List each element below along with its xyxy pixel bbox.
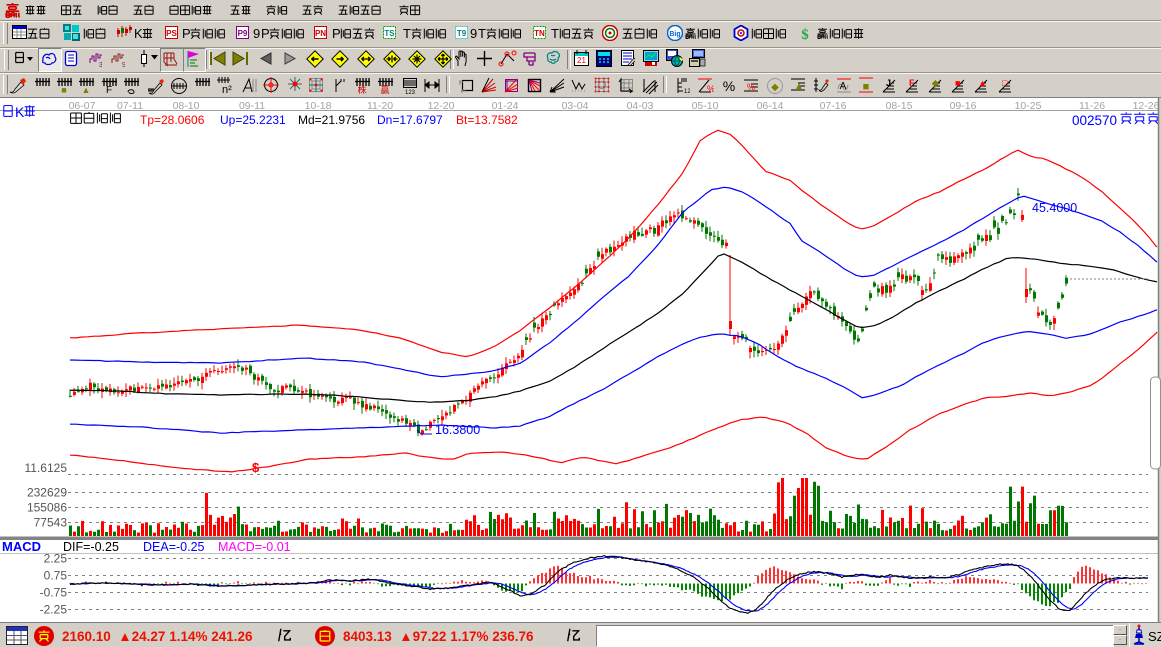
svg-text:11.6125: 11.6125 [25, 461, 68, 475]
svg-text:P: P [261, 26, 270, 41]
svg-text:K: K [134, 26, 143, 41]
svg-text:Tp=28.0606: Tp=28.0606 [140, 113, 205, 127]
svg-text:PS: PS [166, 29, 177, 38]
svg-text:P: P [182, 26, 191, 41]
svg-text:n²: n² [222, 84, 232, 95]
svg-text:Big: Big [669, 31, 680, 38]
svg-text:3: 3 [99, 62, 102, 67]
svg-text:DEA=-0.25: DEA=-0.25 [143, 540, 205, 554]
svg-text:16.3800: 16.3800 [435, 423, 480, 437]
svg-text:123: 123 [684, 89, 690, 95]
svg-text:0.75: 0.75 [44, 569, 68, 583]
svg-text:T: T [551, 26, 559, 41]
svg-text:A: A [840, 81, 847, 92]
svg-text:10-18: 10-18 [305, 100, 332, 112]
svg-text:%: % [723, 78, 735, 94]
svg-text:11-20: 11-20 [367, 100, 393, 112]
svg-text:■: ■ [863, 81, 870, 93]
svg-text:DIF=-0.25: DIF=-0.25 [63, 540, 119, 554]
svg-text:J: J [886, 78, 891, 88]
svg-text:▲: ▲ [794, 81, 804, 92]
svg-text:Bt=13.7582: Bt=13.7582 [456, 113, 518, 127]
svg-text:PN: PN [315, 29, 326, 38]
svg-text:◆: ◆ [771, 82, 779, 93]
svg-text:MACD: MACD [2, 539, 41, 554]
svg-text:TN: TN [534, 29, 545, 38]
svg-text:□: □ [1002, 78, 1008, 88]
svg-text:123: 123 [405, 90, 416, 95]
svg-text:T: T [403, 26, 411, 41]
svg-text:06-07: 06-07 [69, 100, 96, 112]
svg-text:9: 9 [122, 62, 125, 67]
svg-text:株: 株 [357, 84, 366, 95]
svg-text:002570: 002570 [1072, 113, 1117, 128]
svg-text:T: T [478, 26, 486, 41]
svg-text:06-14: 06-14 [757, 100, 784, 112]
svg-text:04-03: 04-03 [627, 100, 654, 112]
svg-text:-2.25: -2.25 [40, 603, 68, 617]
svg-text:05-10: 05-10 [692, 100, 719, 112]
svg-text:◆: ◆ [931, 78, 940, 88]
svg-text:■: ■ [955, 78, 960, 88]
svg-text:155086: 155086 [27, 501, 67, 515]
svg-text:12-26: 12-26 [1133, 100, 1160, 112]
svg-text:%: % [707, 84, 714, 94]
svg-text:08-15: 08-15 [886, 100, 913, 112]
svg-text:▲: ▲ [978, 78, 987, 88]
svg-text:09-16: 09-16 [950, 100, 977, 112]
svg-text:Up=25.2231: Up=25.2231 [220, 113, 286, 127]
svg-text:Md=21.9756: Md=21.9756 [298, 113, 365, 127]
svg-text:MACD=-0.01: MACD=-0.01 [218, 540, 291, 554]
svg-text:10-25: 10-25 [1015, 100, 1042, 112]
svg-text:77543: 77543 [34, 516, 68, 530]
svg-text:9: 9 [253, 26, 260, 41]
svg-text:Dn=17.6797: Dn=17.6797 [377, 113, 443, 127]
svg-text:赢: 赢 [380, 84, 389, 95]
svg-text:45.4000: 45.4000 [1032, 201, 1077, 215]
svg-text:F: F [909, 78, 915, 88]
svg-text:P: P [332, 26, 341, 41]
svg-text:$: $ [801, 27, 809, 41]
svg-text:%: % [747, 82, 755, 92]
svg-text:08-10: 08-10 [173, 100, 200, 112]
svg-text:01-24: 01-24 [492, 100, 519, 112]
svg-text:11-26: 11-26 [1079, 100, 1105, 112]
svg-text:P9: P9 [238, 29, 248, 38]
svg-text:09-11: 09-11 [239, 100, 265, 112]
svg-text:▲: ▲ [82, 85, 91, 95]
svg-text:$: $ [252, 460, 260, 475]
svg-text:07-11: 07-11 [117, 100, 143, 112]
svg-text:232629: 232629 [27, 486, 67, 500]
svg-text:21: 21 [577, 56, 586, 65]
svg-text:-0.75: -0.75 [40, 586, 68, 600]
svg-text:12-20: 12-20 [428, 100, 455, 112]
svg-text:T9: T9 [457, 29, 467, 38]
svg-text:TS: TS [384, 29, 395, 38]
svg-text:03-04: 03-04 [562, 100, 589, 112]
svg-text:■: ■ [61, 85, 66, 95]
svg-text:F: F [106, 85, 112, 95]
svg-text:2.25: 2.25 [44, 552, 68, 566]
svg-text:K: K [15, 104, 25, 120]
svg-text:07-16: 07-16 [820, 100, 847, 112]
svg-text:9: 9 [470, 26, 477, 41]
